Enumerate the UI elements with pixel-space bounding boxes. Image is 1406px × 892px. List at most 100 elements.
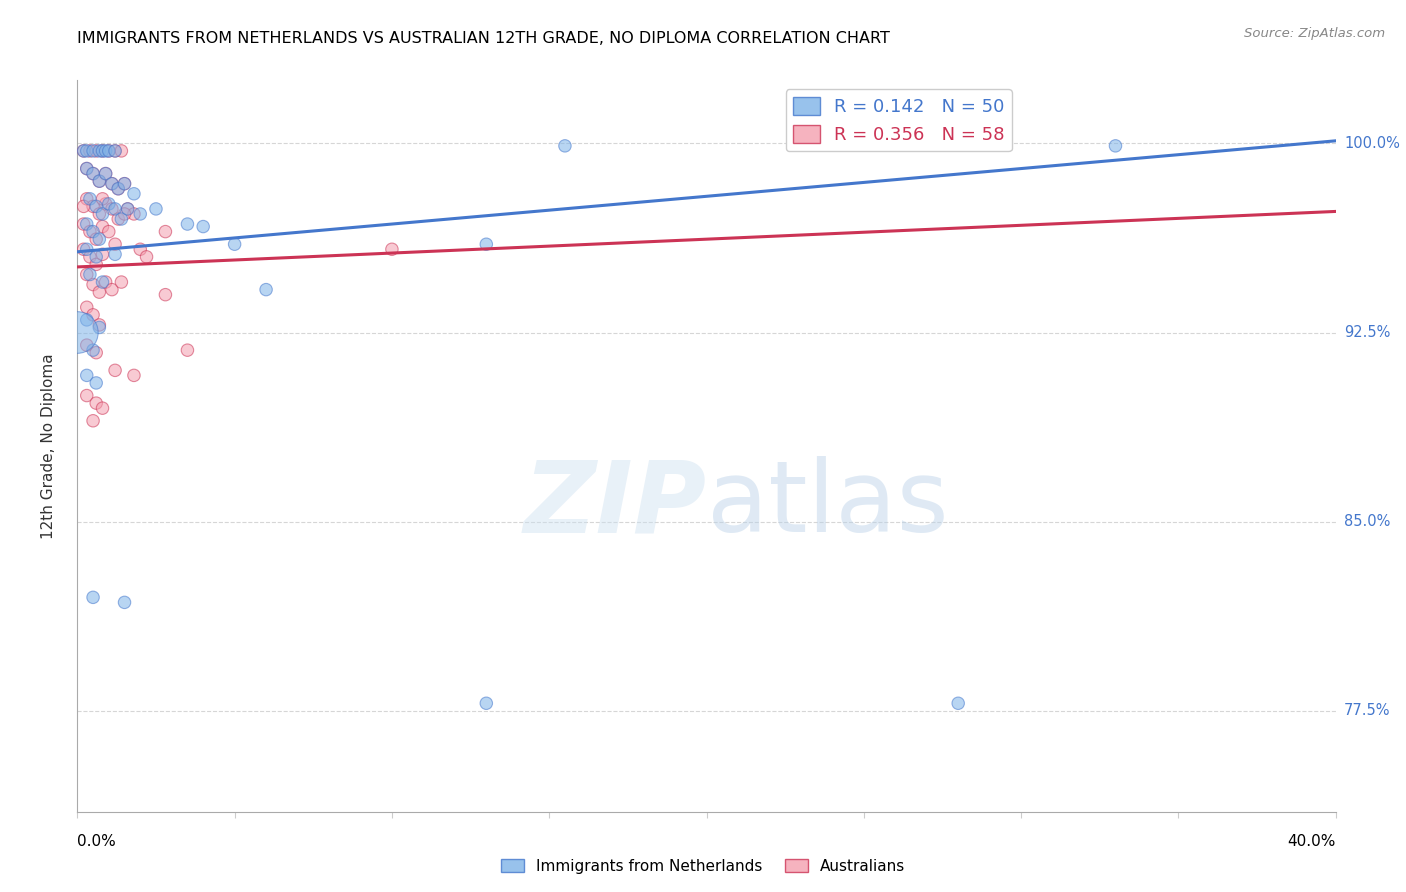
Point bbox=[176, 343, 198, 358]
Point bbox=[76, 388, 98, 402]
Text: Source: ZipAtlas.com: Source: ZipAtlas.com bbox=[1244, 27, 1385, 40]
Text: atlas: atlas bbox=[707, 456, 948, 553]
Point bbox=[104, 363, 127, 377]
Point bbox=[82, 591, 104, 605]
Point bbox=[82, 199, 104, 213]
Legend: R = 0.142   N = 50, R = 0.356   N = 58: R = 0.142 N = 50, R = 0.356 N = 58 bbox=[786, 89, 1012, 152]
Point bbox=[76, 144, 98, 158]
Point bbox=[89, 320, 111, 334]
Point bbox=[104, 237, 127, 252]
Point bbox=[94, 197, 117, 211]
Point bbox=[72, 217, 94, 231]
Point bbox=[114, 595, 136, 609]
Point bbox=[91, 192, 114, 206]
Point bbox=[94, 144, 117, 158]
Point bbox=[79, 144, 101, 158]
Point bbox=[122, 186, 145, 201]
Point bbox=[117, 202, 139, 216]
Point bbox=[79, 225, 101, 239]
Text: 100.0%: 100.0% bbox=[1344, 136, 1400, 151]
Point bbox=[110, 212, 132, 227]
Point bbox=[89, 318, 111, 332]
Text: 0.0%: 0.0% bbox=[77, 834, 117, 848]
Point bbox=[104, 144, 127, 158]
Point bbox=[76, 192, 98, 206]
Point bbox=[76, 300, 98, 314]
Point bbox=[155, 287, 177, 301]
Point bbox=[114, 177, 136, 191]
Point bbox=[104, 202, 127, 216]
Point bbox=[224, 237, 246, 252]
Point bbox=[117, 202, 139, 216]
Point bbox=[82, 308, 104, 322]
Point bbox=[89, 144, 111, 158]
Text: IMMIGRANTS FROM NETHERLANDS VS AUSTRALIAN 12TH GRADE, NO DIPLOMA CORRELATION CHA: IMMIGRANTS FROM NETHERLANDS VS AUSTRALIA… bbox=[77, 31, 890, 46]
Text: ZIP: ZIP bbox=[523, 456, 707, 553]
Point bbox=[114, 177, 136, 191]
Text: 77.5%: 77.5% bbox=[1344, 703, 1391, 718]
Point bbox=[475, 696, 498, 710]
Point bbox=[948, 696, 970, 710]
Point bbox=[89, 174, 111, 188]
Point bbox=[91, 401, 114, 416]
Point bbox=[79, 250, 101, 264]
Point bbox=[84, 345, 107, 359]
Point bbox=[89, 285, 111, 300]
Point bbox=[91, 247, 114, 261]
Point bbox=[97, 144, 120, 158]
Point bbox=[89, 207, 111, 221]
Point bbox=[104, 144, 127, 158]
Point bbox=[97, 197, 120, 211]
Point bbox=[94, 167, 117, 181]
Point bbox=[91, 219, 114, 234]
Point bbox=[72, 144, 94, 158]
Point bbox=[91, 144, 114, 158]
Text: 92.5%: 92.5% bbox=[1344, 325, 1391, 340]
Point bbox=[107, 212, 129, 227]
Point bbox=[72, 144, 94, 158]
Point bbox=[114, 207, 136, 221]
Point bbox=[107, 182, 129, 196]
Point bbox=[135, 250, 157, 264]
Point bbox=[84, 376, 107, 390]
Point bbox=[145, 202, 167, 216]
Point bbox=[72, 199, 94, 213]
Point bbox=[76, 338, 98, 352]
Point bbox=[89, 232, 111, 246]
Point bbox=[76, 368, 98, 383]
Point bbox=[475, 237, 498, 252]
Point bbox=[191, 219, 215, 234]
Point bbox=[155, 225, 177, 239]
Point bbox=[82, 343, 104, 358]
Point bbox=[101, 177, 124, 191]
Point bbox=[107, 182, 129, 196]
Point bbox=[76, 161, 98, 176]
Point bbox=[101, 283, 124, 297]
Point bbox=[94, 275, 117, 289]
Point bbox=[381, 242, 404, 256]
Point bbox=[254, 283, 277, 297]
Point bbox=[91, 275, 114, 289]
Y-axis label: 12th Grade, No Diploma: 12th Grade, No Diploma bbox=[42, 353, 56, 539]
Point bbox=[84, 257, 107, 271]
Point bbox=[72, 242, 94, 256]
Point bbox=[1104, 139, 1126, 153]
Point bbox=[101, 177, 124, 191]
Text: 40.0%: 40.0% bbox=[1288, 834, 1336, 848]
Point bbox=[104, 247, 127, 261]
Point bbox=[84, 199, 107, 213]
Point bbox=[66, 326, 89, 340]
Point bbox=[554, 139, 576, 153]
Point bbox=[76, 217, 98, 231]
Point bbox=[129, 242, 152, 256]
Point bbox=[94, 167, 117, 181]
Point bbox=[110, 275, 132, 289]
Point bbox=[76, 268, 98, 282]
Point bbox=[76, 161, 98, 176]
Point bbox=[97, 225, 120, 239]
Point bbox=[84, 396, 107, 410]
Point bbox=[82, 225, 104, 239]
Point bbox=[129, 207, 152, 221]
Point bbox=[91, 207, 114, 221]
Point bbox=[76, 242, 98, 256]
